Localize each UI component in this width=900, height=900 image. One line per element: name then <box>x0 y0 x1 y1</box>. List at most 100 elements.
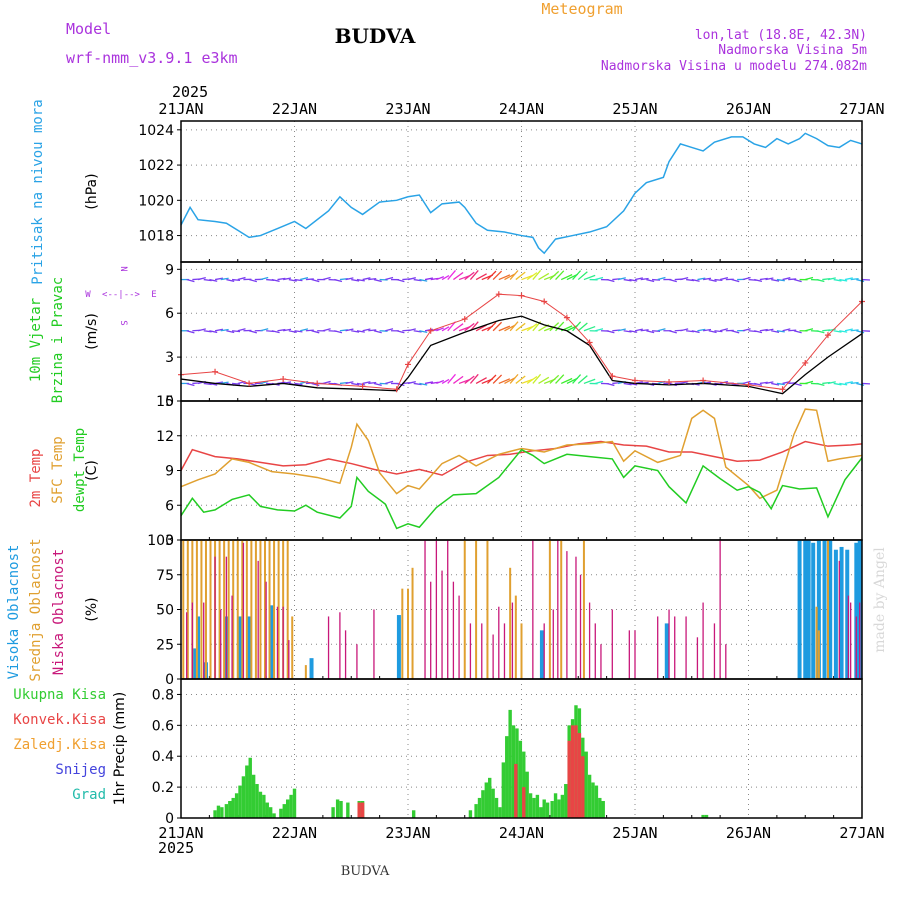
wind-arrow <box>765 328 774 332</box>
niska-oblacnost-bar <box>611 609 613 679</box>
wind-arrow <box>844 328 853 332</box>
wind-arrow <box>742 328 751 332</box>
wind-arrow <box>492 321 503 332</box>
niska-oblacnost-bar <box>469 623 472 679</box>
wind-arrow <box>623 278 632 282</box>
total-rain-bar <box>248 757 252 818</box>
total-rain-bar <box>564 784 568 818</box>
wind-arrow <box>595 380 604 385</box>
niska-oblacnost-bar <box>265 581 267 679</box>
wind-arrow <box>776 330 785 333</box>
total-rain-bar <box>282 804 286 818</box>
wind-arrow <box>640 277 649 281</box>
y-tick-label: 0 <box>165 394 174 410</box>
wind-arrow <box>839 330 848 333</box>
wind-arrow <box>220 381 229 385</box>
wind-arrow <box>486 270 497 281</box>
wind-gust-marker <box>393 386 400 393</box>
wind-arrow <box>526 323 538 332</box>
total-rain-bar <box>238 785 242 818</box>
pressure-title: Pritisak na nivou mora <box>30 99 46 284</box>
wind-arrow <box>856 278 865 283</box>
cloud-title-1: Srednja Oblacnost <box>28 538 44 681</box>
total-rain-bar <box>511 725 516 818</box>
total-rain-bar <box>224 804 229 818</box>
niska-oblacnost-bar <box>557 540 559 679</box>
niska-oblacnost-bar <box>685 616 687 679</box>
total-rain-bar <box>545 802 550 818</box>
wind-arrow <box>385 380 394 385</box>
time-label-bottom: 21JAN <box>158 824 203 842</box>
y-tick-label: 25 <box>156 637 174 653</box>
wind-arrow <box>742 276 751 281</box>
wind-arrow <box>277 328 286 332</box>
wind-arrow <box>776 278 785 282</box>
wind-arrow <box>220 277 229 281</box>
wind-arrow <box>532 373 542 384</box>
wind-arrow <box>754 382 763 386</box>
srednja-oblacnost-bar <box>304 665 307 679</box>
compass: N <--|--> W E S <box>85 266 156 325</box>
wind-title-0: 10m Vjetar <box>28 298 44 382</box>
wind-arrow <box>277 277 286 281</box>
convective-rain-bar <box>522 787 526 818</box>
wind-arrow <box>186 330 195 334</box>
total-rain-bar <box>220 807 224 818</box>
srednja-oblacnost-bar <box>254 540 257 679</box>
wind-arrow <box>498 274 511 281</box>
wind-arrow <box>237 328 246 332</box>
temp-title-1: SFC Temp <box>50 436 66 503</box>
niska-oblacnost-bar <box>579 574 582 679</box>
precip-legend-4: Grad <box>72 787 106 803</box>
total-rain-bar <box>474 804 478 818</box>
wind-arrow <box>232 382 241 385</box>
wind-arrow <box>702 328 712 332</box>
niska-oblacnost-bar <box>532 540 534 679</box>
convective-rain-bar <box>581 756 585 818</box>
niska-oblacnost-bar <box>435 540 438 679</box>
total-rain-bar <box>339 801 343 818</box>
wind-arrow <box>486 321 497 332</box>
pressure-line <box>180 132 863 255</box>
total-rain-bar <box>488 777 492 818</box>
srednja-oblacnost-bar <box>291 616 294 679</box>
niska-oblacnost-bar <box>492 634 494 679</box>
wind-arrow <box>549 374 560 384</box>
niska-oblacnost-bar <box>481 623 483 679</box>
total-rain-bar <box>292 788 297 818</box>
total-rain-bar <box>251 774 256 818</box>
time-label-bottom: 24JAN <box>499 824 544 842</box>
time-label-top: 23JAN <box>385 100 430 118</box>
wind-arrow <box>617 277 626 281</box>
precip-legend-2: Zaledj.Kisa <box>13 737 106 753</box>
total-rain-bar <box>553 793 558 818</box>
niska-oblacnost-bar <box>588 602 591 679</box>
wind-arrow <box>549 270 560 281</box>
time-label-top: 21JAN <box>158 100 203 118</box>
srednja-oblacnost-bar <box>826 540 829 679</box>
srednja-oblacnost-bar <box>286 540 289 679</box>
wind-arrow <box>351 278 360 282</box>
niska-oblacnost-bar <box>600 644 602 679</box>
wind-arrow <box>396 330 405 334</box>
visoka-oblacnost-bar <box>396 615 401 679</box>
total-rain-bar <box>213 810 217 818</box>
wind-arrow <box>311 330 320 334</box>
niska-oblacnost-bar <box>225 556 228 679</box>
wind-arrow <box>697 328 706 332</box>
y-tick-label: 0.8 <box>152 687 174 703</box>
wind-arrow <box>759 277 768 281</box>
visoka-oblacnost-bar <box>854 542 859 679</box>
wind-arrow <box>572 270 582 280</box>
wind-arrow <box>572 374 582 384</box>
wind-arrow <box>555 374 565 384</box>
precip-legend-1: Konvek.Kisa <box>13 712 106 728</box>
wind-arrow <box>776 382 785 386</box>
wind-arrow <box>595 328 604 332</box>
visoka-oblacnost-bar <box>811 542 816 679</box>
wind-arrow <box>805 276 814 281</box>
total-rain-bar <box>701 814 705 818</box>
wind-arrow <box>549 322 560 332</box>
niska-oblacnost-bar <box>186 612 188 679</box>
wind-arrow <box>634 328 643 332</box>
